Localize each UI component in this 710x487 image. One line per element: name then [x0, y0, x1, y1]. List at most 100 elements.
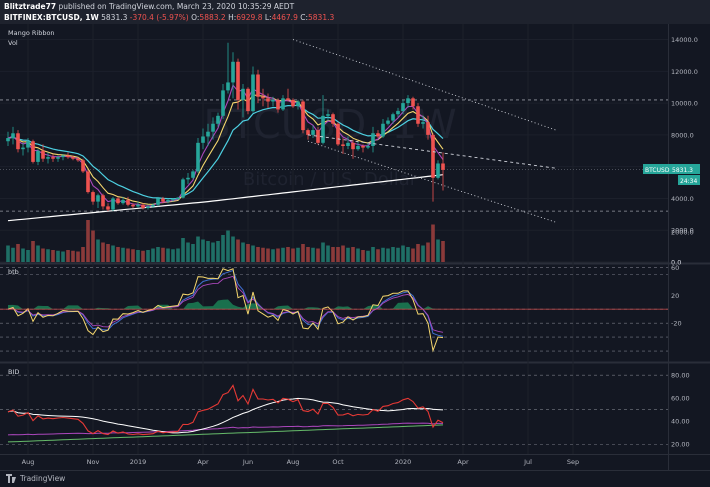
- close-value: 5831.3: [308, 13, 335, 22]
- candle-body: [91, 192, 95, 202]
- btb-tick-label: 60: [671, 264, 679, 272]
- candle-body: [416, 106, 420, 124]
- footer-brand[interactable]: TradingView: [20, 474, 66, 483]
- candle-body: [261, 96, 265, 99]
- volume-tick-label: 0.0: [671, 259, 681, 267]
- candle-body: [86, 171, 90, 193]
- candle-body: [31, 141, 35, 162]
- candle-body: [421, 122, 425, 124]
- volume-bar: [31, 241, 35, 262]
- candle-body: [376, 133, 380, 137]
- volume-bar: [46, 249, 50, 262]
- price-tick-label: 2000.0: [671, 227, 694, 235]
- price-tick-label: 12000.0: [671, 68, 698, 76]
- candle-body: [371, 133, 375, 146]
- volume-bar: [16, 244, 20, 262]
- volume-bar: [201, 239, 205, 262]
- price-tick-label: 14000.0: [671, 36, 698, 44]
- author-name[interactable]: Blitztrade77: [4, 2, 57, 11]
- bid-white-line: [7, 397, 444, 434]
- price-tag-symbol: BTCUSD: [645, 167, 670, 174]
- candle-body: [396, 111, 400, 115]
- candle-body: [276, 99, 280, 110]
- volume-bar: [281, 247, 285, 262]
- candle-body: [106, 206, 110, 210]
- time-tick-label: Sep: [567, 458, 579, 466]
- candle-body: [431, 134, 435, 178]
- bid-tick-label: 20.00: [671, 441, 690, 449]
- candle-body: [131, 204, 135, 207]
- candle-body: [361, 146, 365, 148]
- volume-bar: [256, 247, 260, 262]
- volume-bar: [286, 247, 290, 262]
- volume-bar: [226, 230, 230, 262]
- time-tick-label: Jul: [523, 458, 532, 466]
- volume-bar: [141, 250, 145, 262]
- volume-bar: [181, 238, 185, 262]
- volume-bar: [426, 242, 430, 262]
- candle-body: [11, 133, 15, 139]
- candle-body: [296, 101, 300, 107]
- price-pane: [0, 39, 668, 262]
- low-value: 4467.9: [271, 13, 298, 22]
- volume-bar: [246, 244, 250, 262]
- grid: [0, 24, 710, 470]
- candle-body: [351, 142, 355, 150]
- candle-body: [321, 115, 325, 143]
- candle-body: [311, 130, 315, 135]
- candle-body: [231, 61, 235, 83]
- candle-body: [331, 114, 335, 124]
- candle-body: [156, 198, 160, 205]
- volume-bar: [196, 236, 200, 262]
- price-tag-countdown: 24:34: [680, 178, 697, 185]
- candle-body: [71, 157, 75, 159]
- price-tag: BTCUSD 5831.3 24:34: [643, 164, 700, 185]
- candle-body: [256, 74, 260, 97]
- chart-canvas[interactable]: BTCUSD, 1W Bitcoin / U.S. Dollar 0.0 2000…: [0, 24, 710, 470]
- volume-bar: [121, 247, 125, 262]
- volume-bar: [441, 241, 445, 262]
- candle-body: [386, 120, 390, 124]
- volume-bar: [6, 245, 10, 262]
- volume-bar: [71, 250, 75, 262]
- ribbon-label: Mango Ribbon: [8, 29, 55, 37]
- volume-bar: [116, 247, 120, 262]
- bid-purple-line: [7, 422, 443, 436]
- candle-body: [206, 131, 210, 137]
- candle-body: [36, 150, 40, 162]
- time-axis: Aug Nov 2019 Apr Jun Aug Oct 2020 Apr Jul Sep: [22, 458, 579, 466]
- time-tick-label: 2019: [130, 458, 147, 466]
- candle-body: [56, 157, 60, 159]
- volume-bar: [386, 248, 390, 262]
- candle-body: [46, 157, 50, 159]
- volume-bar: [66, 250, 70, 262]
- volume-bar: [301, 244, 305, 262]
- candle-body: [66, 155, 70, 158]
- volume-tick-label: 2000.0: [671, 229, 694, 237]
- volume-bar: [216, 241, 220, 262]
- volume-bar: [336, 247, 340, 262]
- bid-pane: [0, 374, 668, 445]
- volume-bar: [41, 248, 45, 262]
- bid-green-line: [7, 424, 444, 443]
- watermark-symbol: BTCUSD, 1W: [203, 102, 456, 148]
- candle-body: [286, 98, 290, 100]
- volume-bar: [161, 247, 165, 262]
- bid-tick-label: 60.00: [671, 395, 690, 403]
- candle-body: [26, 141, 30, 148]
- low-label: L:: [264, 13, 272, 22]
- candle-body: [436, 163, 440, 178]
- ema-slow-line: [7, 104, 444, 200]
- candle-body: [426, 122, 430, 135]
- candle-body: [181, 179, 185, 198]
- price-tag-symbol-bg: [643, 164, 670, 174]
- price-tick-label: 4000.0: [671, 195, 694, 203]
- volume-bar: [211, 242, 215, 262]
- volume-bar: [156, 247, 160, 262]
- volume-bar: [86, 220, 90, 262]
- time-tick-label: Apr: [197, 458, 209, 466]
- volume-bar: [191, 244, 195, 262]
- btb-purple-line: [7, 275, 444, 333]
- volume-bar: [296, 247, 300, 262]
- candle-body: [186, 177, 190, 180]
